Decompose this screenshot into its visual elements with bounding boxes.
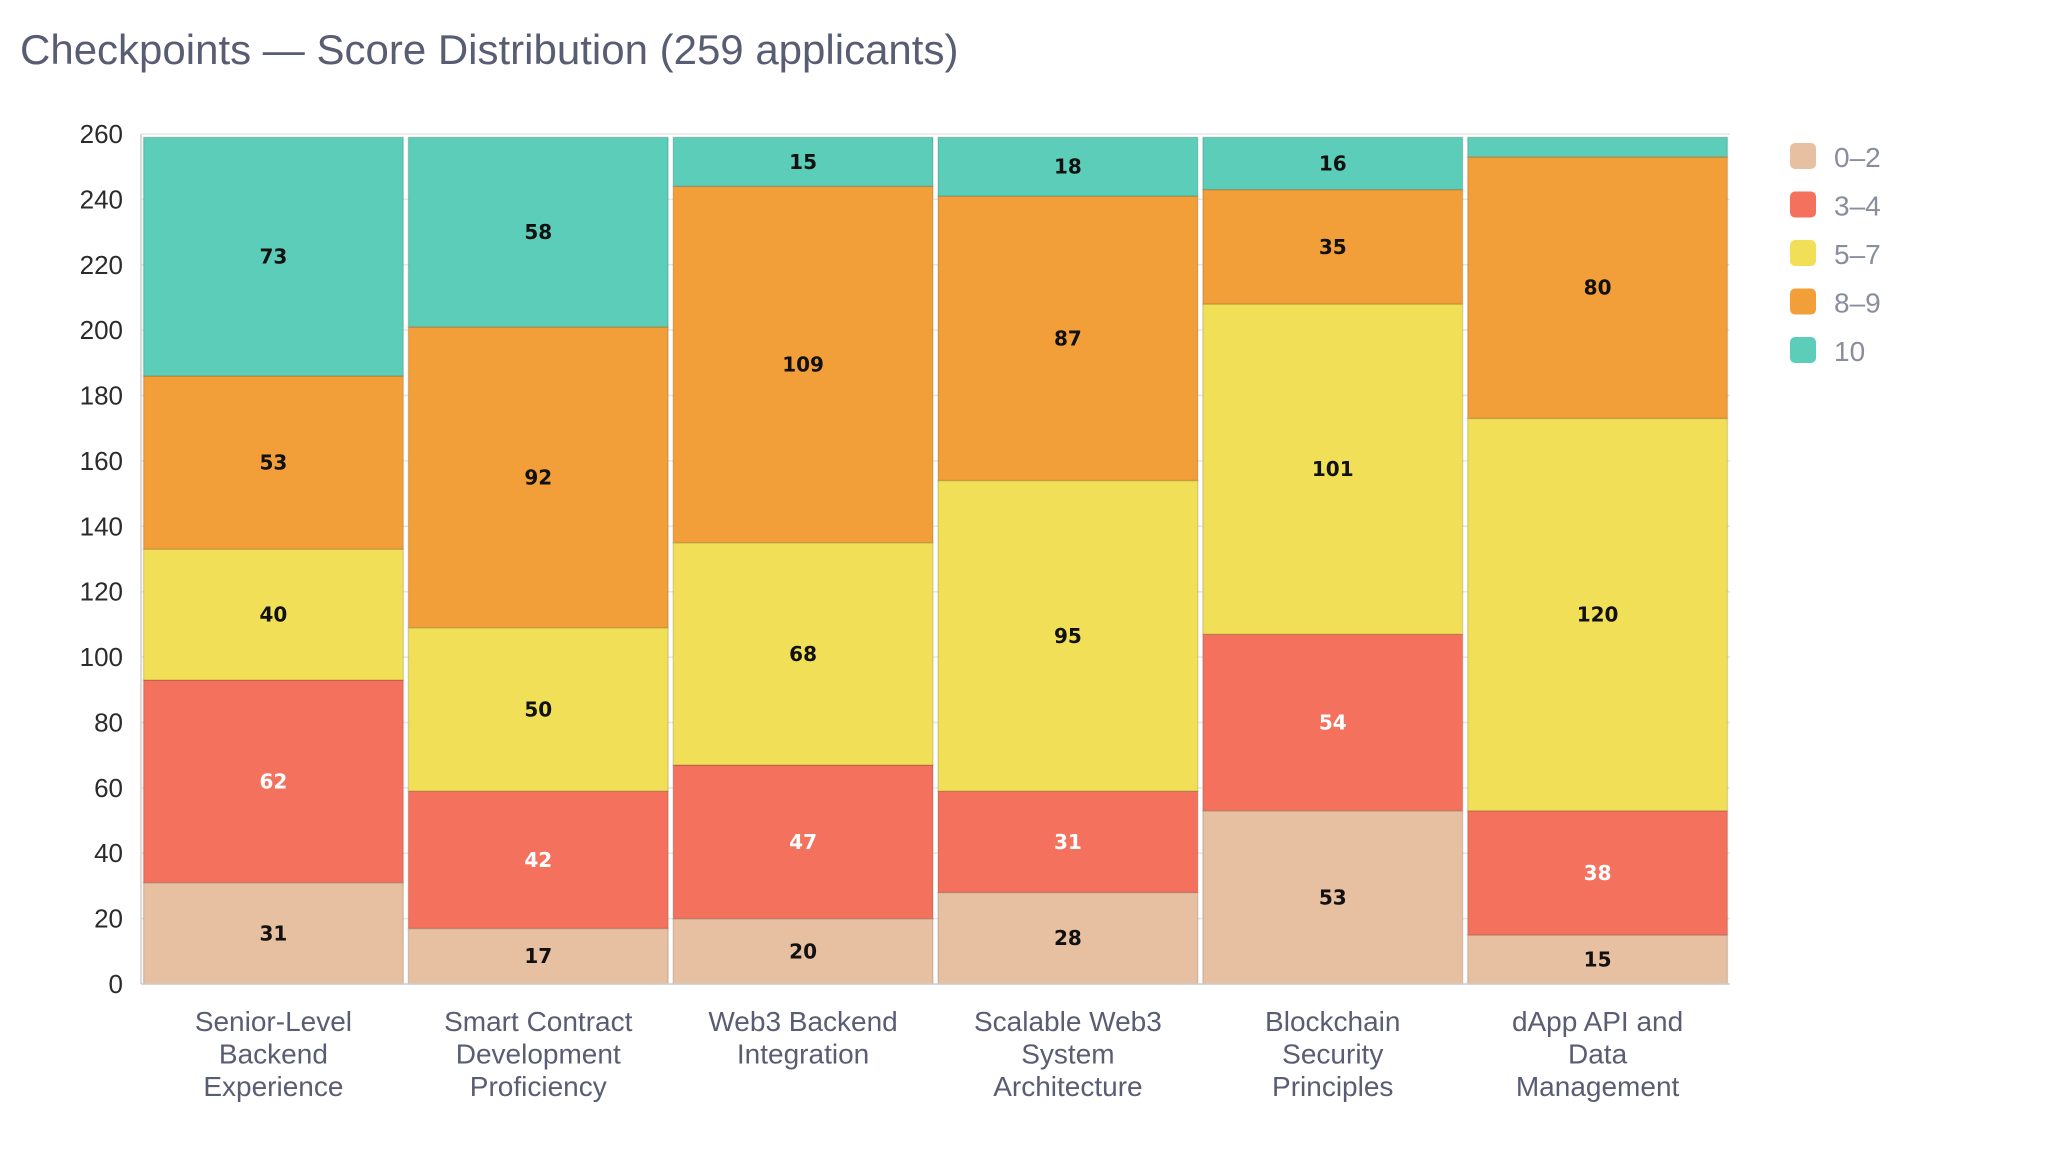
y-tick-label: 80	[94, 707, 123, 737]
y-tick-label: 200	[80, 315, 123, 345]
y-tick-label: 0	[109, 969, 123, 999]
data-label: 18	[1054, 155, 1082, 179]
legend-swatch	[1790, 240, 1816, 266]
y-tick-label: 160	[80, 446, 123, 476]
bar-segment	[407, 626, 669, 792]
data-label: 92	[524, 465, 552, 489]
bars	[142, 136, 1729, 985]
bar-segment	[1466, 809, 1729, 936]
data-label: 68	[789, 642, 817, 666]
data-label: 58	[524, 220, 552, 244]
y-tick-label: 180	[80, 381, 123, 411]
data-label: 53	[259, 451, 287, 475]
data-label: 101	[1312, 457, 1354, 481]
bar-segment	[1202, 809, 1464, 985]
data-label: 62	[259, 769, 287, 793]
bar-segment	[142, 679, 405, 884]
data-label: 31	[1054, 830, 1082, 854]
data-label: 31	[259, 921, 287, 945]
bar-segment	[1202, 136, 1464, 191]
bar-segment	[1202, 633, 1464, 812]
data-labels: 31 62 40 53 73 17 42 50 92 58 20 47 68 109 15 28 31 95 87 1…	[259, 150, 1618, 972]
bar-segment	[142, 136, 405, 377]
y-tick-label: 140	[80, 511, 123, 541]
x-tick-label: Smart Contract Development Proficiency	[444, 1006, 632, 1102]
data-label: 20	[789, 939, 817, 963]
data-label: 109	[782, 352, 824, 376]
x-tick-label: dApp API and Data Management	[1512, 1006, 1683, 1102]
bar-segment	[1202, 303, 1464, 635]
bar-segment	[142, 548, 405, 681]
y-tick-label: 20	[94, 904, 123, 934]
bar-segment	[672, 541, 934, 766]
y-tick-label: 120	[80, 577, 123, 607]
data-label: 17	[524, 944, 552, 968]
data-label: 15	[789, 150, 817, 174]
bar-segment	[937, 790, 1199, 894]
data-label: 53	[1319, 885, 1347, 909]
bar-segment	[937, 195, 1199, 482]
bar-segment	[142, 881, 405, 985]
y-tick-label: 260	[80, 119, 123, 149]
bar-segment	[937, 479, 1199, 792]
data-label: 38	[1584, 861, 1612, 885]
bar-segment	[407, 927, 669, 985]
legend-label: 8–9	[1834, 288, 1881, 319]
y-tick-label: 100	[80, 642, 123, 672]
legend-swatch	[1790, 191, 1816, 218]
bar-segment	[672, 136, 934, 188]
data-label: 73	[259, 245, 287, 269]
y-tick-label: 40	[94, 838, 123, 868]
data-label: 50	[524, 697, 552, 721]
y-tick-label: 240	[80, 184, 123, 214]
x-tick-label: Scalable Web3 System Architecture	[974, 1006, 1162, 1102]
data-label: 95	[1054, 624, 1082, 648]
data-label: 15	[1584, 947, 1612, 971]
data-label: 42	[524, 848, 552, 872]
x-tick-label: Web3 Backend Integration	[708, 1006, 897, 1070]
data-label: 28	[1054, 926, 1082, 950]
bar-segment	[407, 136, 669, 328]
chart-title: Checkpoints — Score Distribution (259 ap…	[20, 26, 959, 73]
bar-segment	[407, 326, 669, 629]
legend-swatch	[1790, 143, 1816, 169]
bar-segment	[1202, 188, 1464, 305]
data-label: 35	[1319, 235, 1347, 259]
legend-label: 10	[1834, 336, 1865, 367]
bar-segment	[142, 375, 405, 550]
axes: 0 20 40 60 80 100 120 140 160 180 200 220 240 260 Seni…	[80, 119, 1730, 1102]
bar-segment	[672, 764, 934, 920]
data-label: 120	[1577, 603, 1619, 627]
legend-label: 0–2	[1834, 142, 1881, 173]
legend: 0–2 3–4 5–7 8–9 10	[1790, 142, 1881, 367]
data-label: 87	[1054, 326, 1082, 350]
data-label: 47	[789, 830, 817, 854]
y-tick-label: 60	[94, 773, 123, 803]
gridlines	[141, 133, 1730, 985]
data-label: 16	[1319, 151, 1347, 175]
bar-segment	[937, 136, 1199, 197]
bar-segment	[1466, 136, 1729, 158]
data-label: 40	[259, 603, 287, 627]
x-tick-label: Blockchain Security Principles	[1265, 1006, 1400, 1102]
bar-segment	[672, 185, 934, 544]
legend-swatch	[1790, 337, 1816, 363]
y-tick-label: 220	[80, 250, 123, 280]
bar-segment	[937, 891, 1199, 985]
legend-label: 5–7	[1834, 239, 1881, 270]
data-label: 54	[1319, 710, 1347, 734]
legend-label: 3–4	[1834, 191, 1881, 222]
legend-swatch	[1790, 288, 1816, 315]
x-tick-label: Senior-Level Backend Experience	[195, 1006, 352, 1102]
data-label: 80	[1584, 276, 1612, 300]
